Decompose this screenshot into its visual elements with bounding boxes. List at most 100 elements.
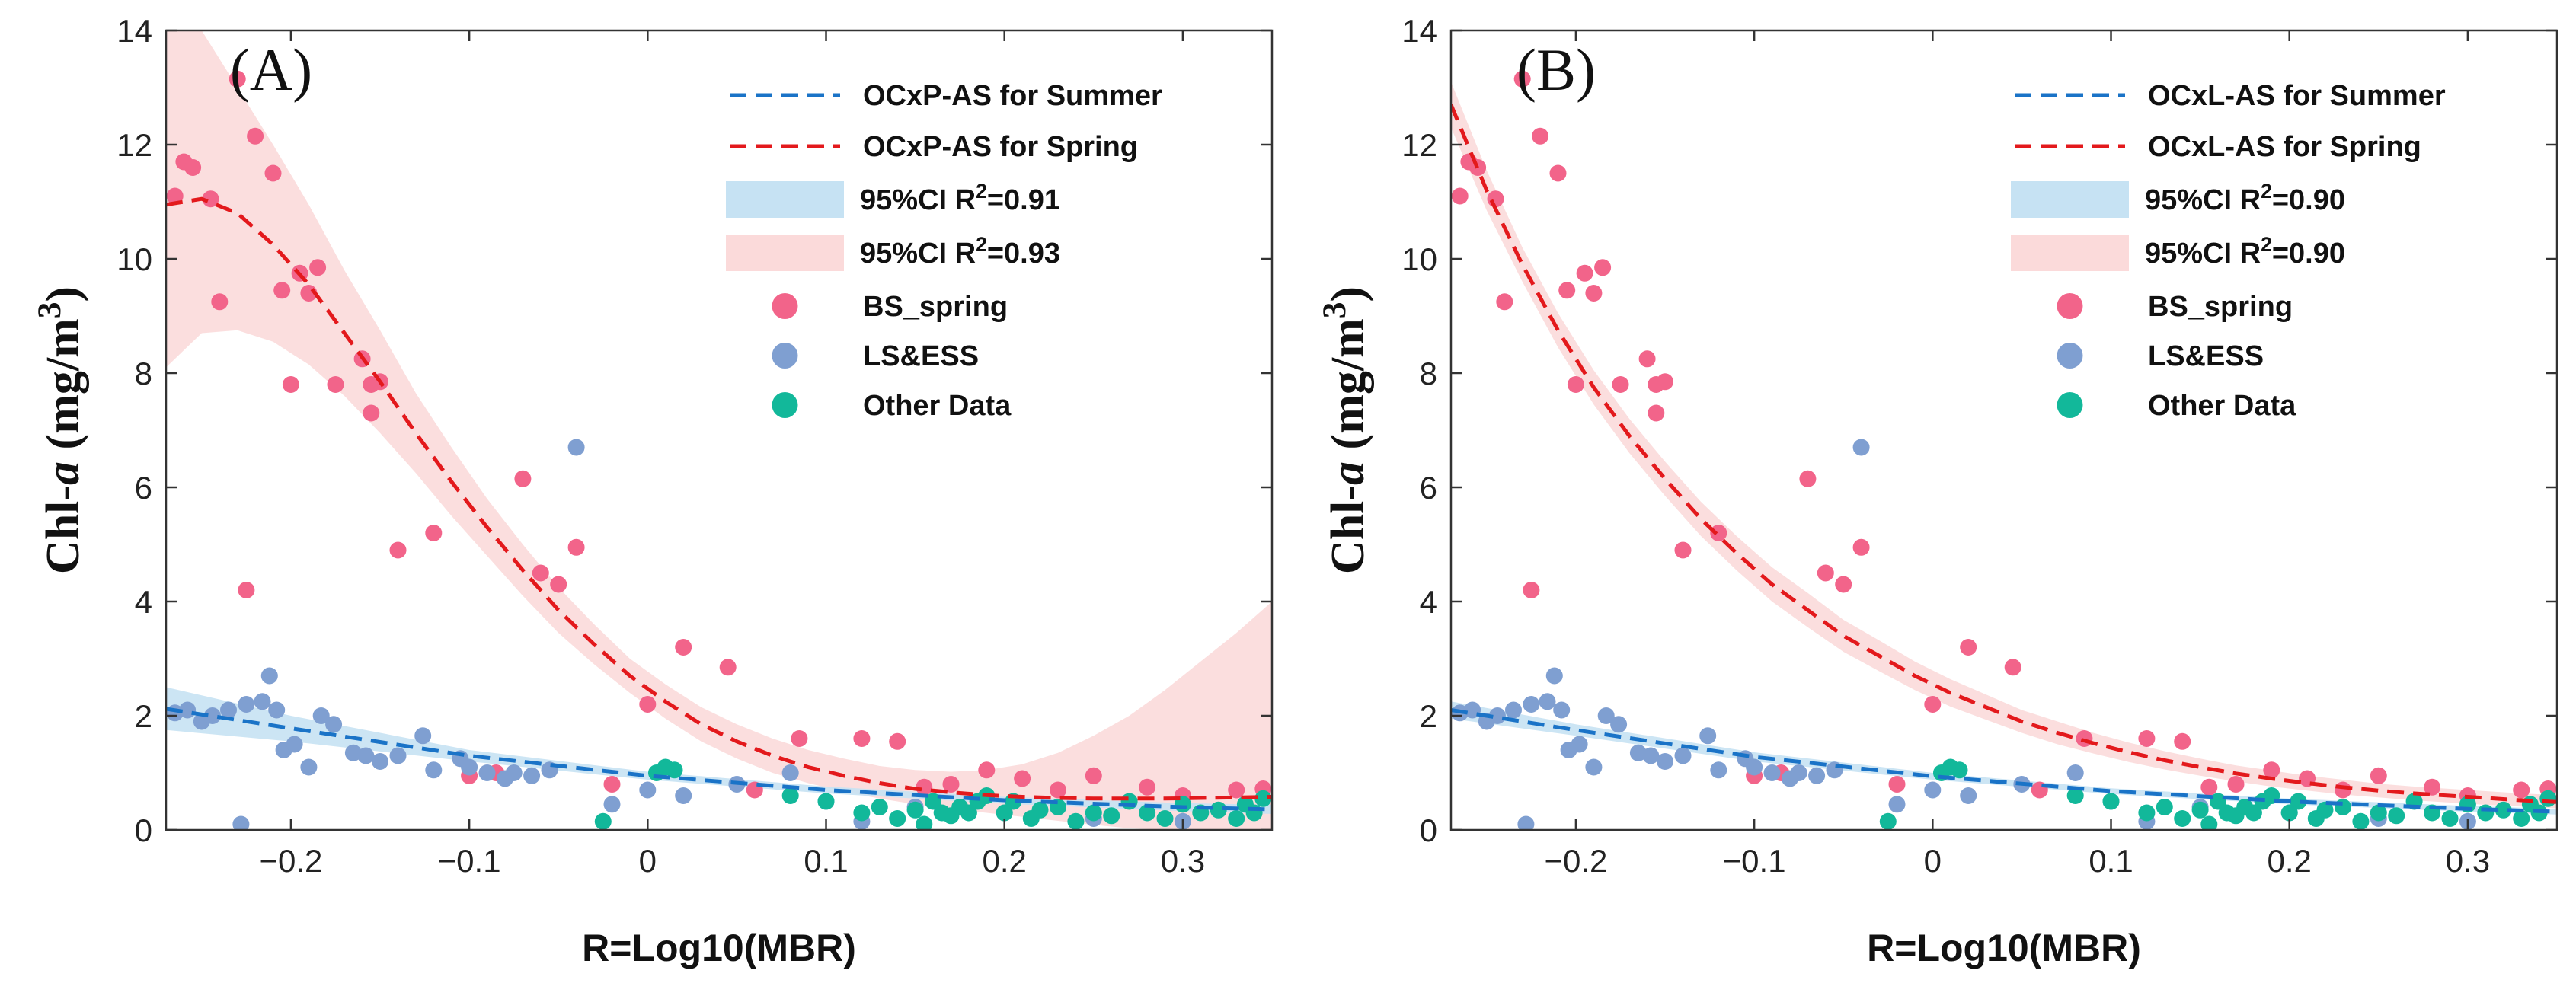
y-axis-label: Chl-a (mg/m3): [31, 286, 89, 574]
data-point: [1139, 804, 1156, 822]
x-tick-label: 0: [1924, 843, 1942, 879]
data-point: [550, 576, 567, 593]
data-point: [286, 736, 303, 753]
legend-marker-swatch: [772, 293, 798, 319]
data-point: [312, 707, 330, 724]
data-point: [220, 701, 237, 719]
x-tick-label: −0.2: [1544, 843, 1607, 879]
data-point: [1085, 804, 1102, 822]
plot-area: [166, 30, 1272, 830]
legend-marker-swatch: [772, 343, 798, 369]
legend-marker-swatch: [772, 392, 798, 418]
data-point: [675, 787, 692, 804]
x-tick-label: −0.2: [259, 843, 322, 879]
data-point: [1103, 807, 1120, 825]
data-point: [389, 541, 407, 559]
data-point: [1638, 350, 1656, 368]
data-point: [1924, 781, 1942, 799]
data-point: [1808, 767, 1826, 784]
data-point: [2138, 730, 2156, 747]
data-point: [960, 804, 977, 822]
data-point: [2076, 730, 2093, 747]
data-point: [372, 753, 388, 770]
data-point: [1852, 538, 1870, 556]
data-point: [1763, 764, 1781, 781]
x-tick-label: 0: [639, 843, 657, 879]
data-point: [344, 744, 362, 761]
data-point: [1120, 793, 1138, 810]
data-point: [1817, 564, 1834, 582]
chart-panel-b: −0.2 −0.1 0 0.1 0.2 0.3 0 2 4 6 8 10 12 14 R=Log10(MBR…: [1316, 13, 2558, 969]
data-point: [781, 787, 799, 804]
data-point: [1594, 259, 1612, 276]
data-point: [1517, 815, 1535, 830]
data-point: [166, 187, 184, 205]
x-axis-label: R=Log10(MBR): [1867, 927, 2141, 969]
data-point: [2388, 807, 2405, 825]
data-point: [2370, 767, 2387, 784]
data-point: [594, 812, 612, 830]
data-point: [2156, 799, 2173, 815]
data-point: [889, 810, 906, 827]
data-point: [1852, 439, 1870, 456]
data-point: [229, 70, 246, 88]
data-point: [238, 582, 255, 598]
data-point: [260, 667, 278, 685]
data-point: [2245, 804, 2262, 822]
data-point: [1674, 541, 1692, 559]
y-tick-label: 10: [1401, 241, 1437, 277]
data-point: [1746, 758, 1763, 776]
data-point: [871, 799, 888, 815]
data-point: [1960, 639, 1977, 656]
data-point: [478, 764, 496, 781]
data-point: [2370, 804, 2387, 822]
ci-band-spring: [166, 30, 1272, 830]
y-tick-label: 6: [1420, 470, 1437, 506]
series-bs-spring: [166, 70, 1272, 804]
data-point: [1888, 776, 1906, 793]
legend: OCxL-AS for Summer OCxL-AS for Spring 95%C…: [2011, 80, 2446, 422]
data-point: [916, 815, 933, 830]
data-point: [300, 758, 318, 776]
data-point: [254, 693, 271, 710]
y-tick-label: 2: [1420, 698, 1437, 734]
data-point: [1451, 187, 1469, 205]
data-point: [1576, 264, 1593, 282]
data-point: [1657, 753, 1673, 770]
legend-band-swatch: [726, 235, 844, 271]
data-point: [675, 639, 692, 656]
legend-item: BS_spring: [2057, 291, 2293, 323]
data-point: [1826, 761, 1843, 779]
legend-label: LS&ESS: [863, 340, 979, 372]
chart-panel-a: −0.2 −0.1 0 0.1 0.2 0.3 0 2 4 6 8 10 12 14 R=Log10(MBR…: [31, 13, 1274, 969]
x-tick-label: −0.1: [438, 843, 501, 879]
data-point: [2227, 776, 2245, 793]
data-point: [1960, 787, 1977, 804]
data-point: [1648, 404, 1665, 422]
data-point: [2495, 801, 2512, 819]
data-point: [1657, 373, 1673, 391]
data-point: [719, 659, 737, 676]
data-point: [1710, 761, 1727, 779]
legend-label: Other Data: [2148, 390, 2296, 422]
legend-item: OCxL-AS for Spring: [2015, 131, 2421, 163]
data-point: [1031, 801, 1049, 819]
data-point: [2441, 810, 2459, 827]
ci-band-spring: [1451, 81, 2557, 809]
data-point: [1585, 758, 1603, 776]
data-point: [1513, 70, 1531, 88]
x-tick-label: 0.2: [2268, 843, 2312, 879]
data-point: [327, 376, 344, 393]
data-point: [906, 801, 924, 819]
panel-label: (A): [230, 37, 312, 103]
legend-item: 95%CI R2=0.90: [2011, 233, 2345, 271]
data-point: [425, 761, 443, 779]
data-point: [2280, 804, 2298, 822]
data-point: [2352, 812, 2370, 830]
legend-item: LS&ESS: [2057, 340, 2264, 372]
data-point: [1571, 736, 1588, 753]
y-tick-label: 10: [117, 241, 152, 277]
legend-item: Other Data: [2057, 390, 2296, 422]
data-point: [282, 376, 299, 393]
